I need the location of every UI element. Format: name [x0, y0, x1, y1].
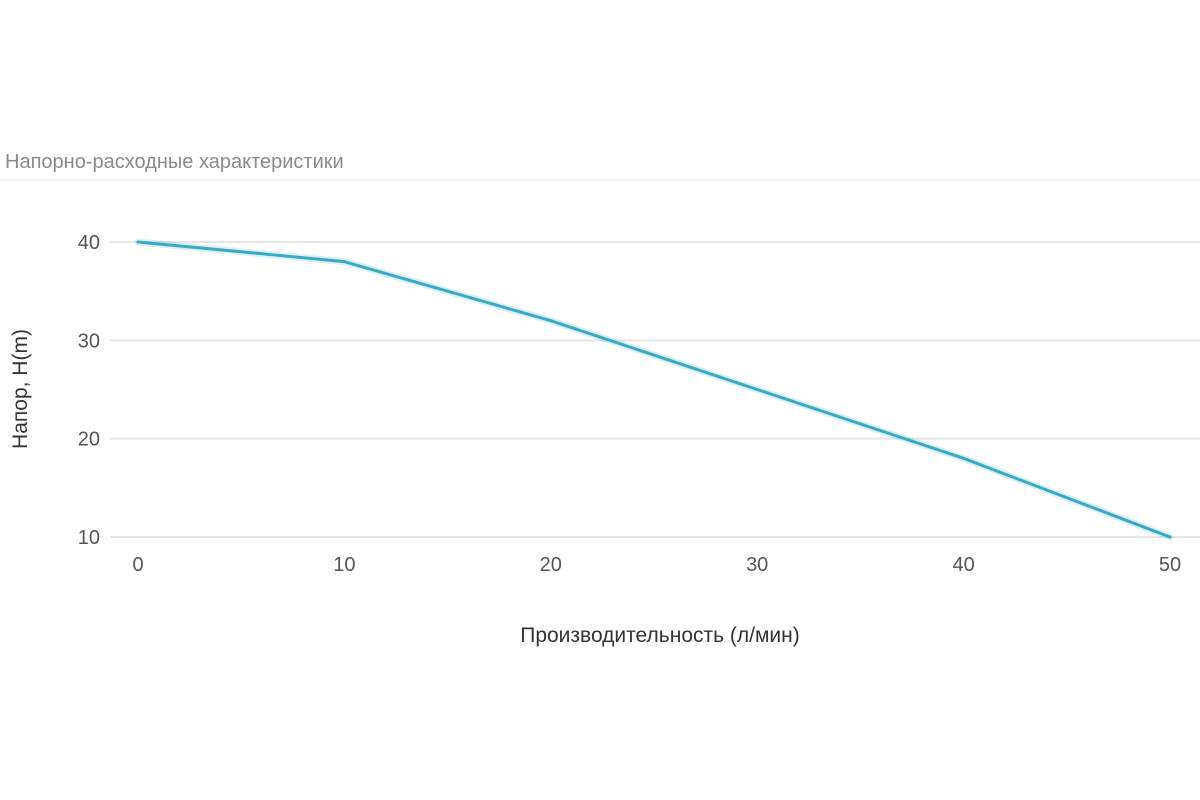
y-axis-label: Напор, H(m)	[9, 329, 32, 449]
x-tick-label: 40	[952, 554, 974, 576]
x-tick-label: 0	[132, 554, 143, 576]
y-tick-label: 10	[78, 527, 100, 549]
grid-layer	[110, 241, 1200, 538]
data-point	[342, 260, 346, 264]
x-tick-label: 10	[333, 554, 355, 576]
y-tick-labels: 10 20 30 40	[78, 232, 100, 549]
data-point	[1168, 535, 1172, 539]
x-tick-label: 50	[1159, 554, 1181, 576]
x-tick-label: 30	[746, 554, 768, 576]
series-line	[136, 240, 1172, 539]
y-tick-label: 20	[78, 429, 100, 451]
chart-title: Напорно-расходные характеристики	[5, 151, 344, 173]
series-line-glow	[134, 238, 1174, 541]
series-layer	[134, 238, 1174, 541]
x-tick-label: 20	[540, 554, 562, 576]
data-point	[755, 388, 759, 391]
data-point	[962, 456, 966, 460]
x-axis-label: Производительность (л/мин)	[520, 624, 800, 647]
data-point	[136, 240, 140, 244]
data-point	[549, 319, 553, 323]
y-tick-label: 40	[78, 232, 100, 254]
y-tick-label: 30	[78, 330, 100, 352]
x-tick-labels: 0 10 20 30 40 50	[132, 554, 1181, 576]
